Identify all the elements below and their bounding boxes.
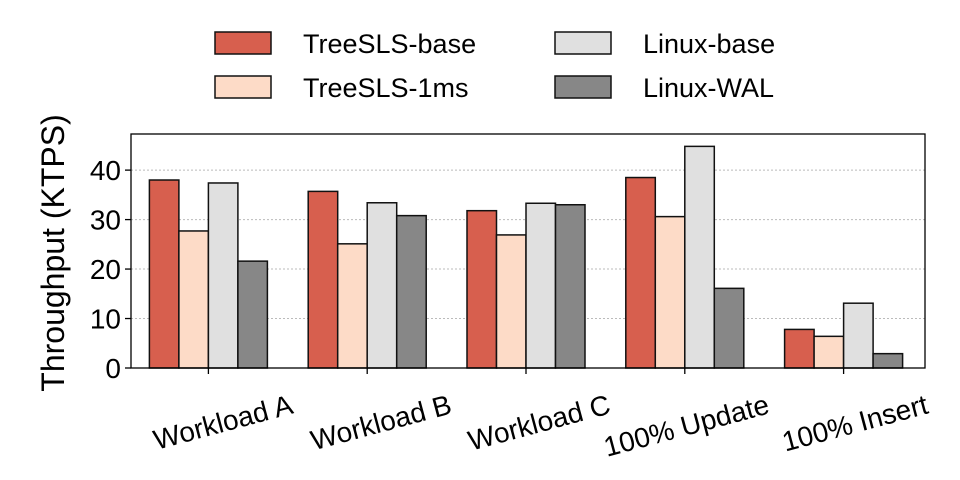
bar-treesls-1ms-1 bbox=[336, 243, 368, 369]
bar-linux-wal-3 bbox=[713, 287, 745, 369]
bar-linux-base-4 bbox=[842, 302, 874, 369]
bars bbox=[148, 145, 904, 369]
legend-label: Linux-WAL bbox=[643, 73, 774, 103]
x-tick-label: Workload B bbox=[307, 389, 454, 456]
bar-treesls-1ms-4 bbox=[813, 335, 845, 369]
bar-treesls-base-1 bbox=[307, 190, 339, 369]
legend-label: TreeSLS-base bbox=[303, 29, 476, 59]
x-tick-label: Workload A bbox=[150, 389, 296, 456]
bar-linux-wal-2 bbox=[554, 203, 586, 369]
bar-treesls-base-3 bbox=[625, 176, 657, 369]
legend-swatch bbox=[214, 75, 272, 99]
y-tick-label: 40 bbox=[90, 155, 121, 186]
legend-label: Linux-base bbox=[643, 29, 775, 59]
y-axis-label: Throughput (KTPS) bbox=[35, 114, 71, 391]
y-tick-label: 10 bbox=[90, 304, 121, 335]
bar-treesls-base-0 bbox=[148, 179, 180, 369]
bar-linux-base-0 bbox=[207, 182, 239, 369]
bar-linux-base-2 bbox=[525, 202, 557, 369]
y-tick-label: 30 bbox=[90, 205, 121, 236]
bar-treesls-1ms-0 bbox=[178, 230, 210, 369]
bar-linux-wal-0 bbox=[237, 260, 269, 369]
bar-linux-wal-4 bbox=[872, 352, 904, 369]
plot-frame bbox=[130, 133, 926, 369]
bar-treesls-base-4 bbox=[783, 328, 815, 369]
bar-linux-base-3 bbox=[684, 145, 716, 369]
x-tick-label: Workload C bbox=[465, 389, 614, 457]
y-axis: 0 10 20 30 40 bbox=[90, 155, 131, 384]
bar-treesls-1ms-2 bbox=[495, 234, 527, 369]
bar-treesls-1ms-3 bbox=[654, 215, 686, 369]
legend: TreeSLS-base TreeSLS-1ms Linux-base Linux-W… bbox=[214, 29, 775, 103]
legend-swatch bbox=[554, 75, 612, 99]
x-tick-label: 100% Update bbox=[600, 389, 772, 463]
bar-treesls-base-2 bbox=[466, 209, 498, 369]
legend-swatch bbox=[554, 31, 612, 55]
bar-linux-wal-1 bbox=[395, 214, 427, 369]
x-tick-label: 100% Insert bbox=[779, 389, 932, 458]
legend-label: TreeSLS-1ms bbox=[303, 73, 469, 103]
bar-linux-base-1 bbox=[366, 202, 398, 369]
y-tick-label: 0 bbox=[105, 353, 121, 384]
y-tick-label: 20 bbox=[90, 254, 121, 285]
legend-swatch bbox=[214, 31, 272, 55]
